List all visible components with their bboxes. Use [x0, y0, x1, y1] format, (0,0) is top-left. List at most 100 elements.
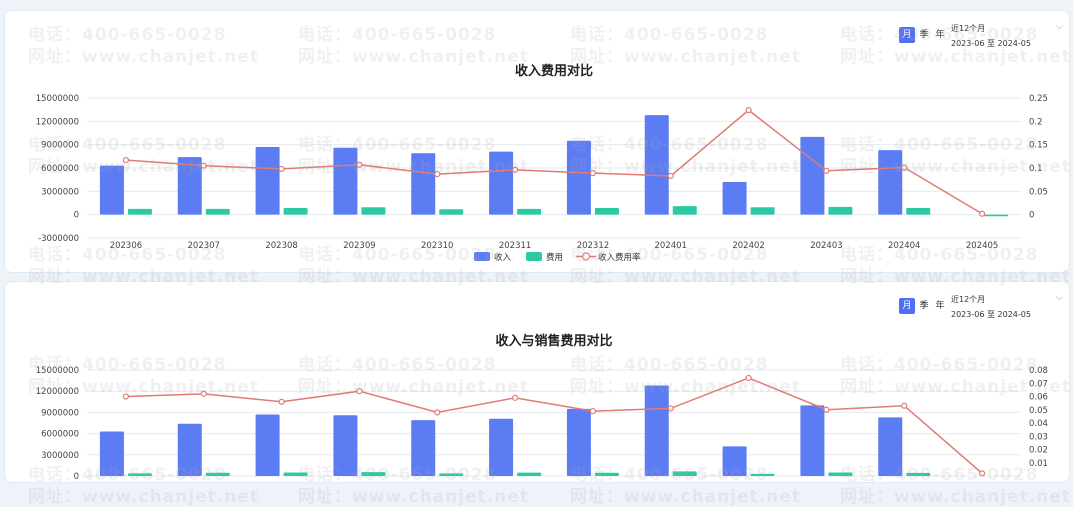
chevron-down-icon[interactable]: ⌵	[1056, 293, 1063, 303]
bar-income	[177, 157, 202, 215]
bar-expense	[828, 206, 853, 215]
bar-income	[255, 147, 280, 215]
right-axis-tick-label: 0.05	[1029, 406, 1048, 416]
right-axis-tick-label: 0.01	[1029, 459, 1048, 469]
line-point	[122, 156, 130, 164]
line-ratio	[125, 109, 983, 215]
right-axis-tick-label: 0.02	[1029, 446, 1048, 456]
x-axis-tick-label: 202401	[655, 241, 687, 251]
bar-expense	[205, 472, 230, 476]
bar-income	[489, 151, 514, 215]
bar-income	[644, 115, 669, 215]
period-month-button[interactable]: 月	[899, 27, 915, 43]
line-point	[200, 162, 207, 169]
x-axis-tick-label: 202309	[343, 241, 375, 251]
bar-expense	[439, 209, 464, 215]
period-month-button[interactable]: 月	[899, 298, 915, 314]
watermark-site: 网址：www.chanjet.net	[28, 487, 259, 507]
line-point	[589, 407, 597, 415]
line-point	[278, 398, 285, 405]
date-range-text: 2023-06 至 2024-05	[951, 310, 1031, 319]
x-axis-tick-label: 202404	[888, 241, 920, 251]
x-axis-tick-label: 202307	[188, 241, 220, 251]
right-axis-tick-label: 0.04	[1029, 419, 1048, 429]
bar-income	[99, 165, 124, 215]
left-axis-tick-label: 3000000	[41, 451, 79, 461]
left-axis-tick-label: -3000000	[38, 234, 79, 244]
period-quarter-button[interactable]: 季	[919, 301, 929, 311]
right-axis-tick-label: 0.03	[1029, 432, 1048, 442]
chart-legend: 收入 费用 收入费用率	[474, 252, 641, 263]
x-axis-tick-label: 202405	[966, 241, 998, 251]
left-axis-tick-label: 9000000	[41, 408, 79, 418]
bar-income	[878, 150, 903, 215]
legend-label: 费用	[546, 252, 563, 263]
bar-income	[878, 417, 903, 476]
bar-expense	[750, 207, 775, 215]
line-point	[823, 167, 830, 174]
left-axis-tick-label: 15000000	[36, 366, 79, 376]
left-axis-tick-label: 15000000	[36, 94, 79, 104]
line-point	[356, 388, 363, 395]
x-axis-tick-label: 202308	[265, 241, 297, 251]
bar-expense	[283, 472, 308, 476]
bar-income	[255, 414, 280, 476]
watermark-site: 网址：www.chanjet.net	[840, 487, 1071, 507]
bar-expense	[906, 472, 931, 476]
line-point	[667, 172, 674, 180]
x-axis-tick-label: 202306	[110, 241, 142, 251]
bar-income	[644, 385, 669, 476]
right-axis-tick-label: 0.08	[1029, 366, 1048, 376]
income-expense-chart: 收入费用对比 -3000000 0 3000000 6000000 9000000 1200…	[36, 63, 1048, 263]
line-point	[122, 393, 130, 400]
bar-expense	[828, 472, 853, 476]
bar-expense	[361, 207, 386, 215]
line-point	[745, 374, 752, 382]
right-axis-tick-label: 0.06	[1029, 393, 1048, 403]
period-year-button[interactable]: 年	[935, 30, 945, 40]
bar-income	[489, 418, 514, 476]
x-axis-tick-label: 202312	[577, 241, 609, 251]
right-axis-tick-label: 0.15	[1029, 141, 1048, 151]
bar-expense	[594, 472, 619, 476]
chart-title: 收入与销售费用对比	[495, 333, 612, 349]
bar-expense	[984, 214, 1009, 217]
line-point	[434, 409, 441, 416]
legend-swatch	[526, 252, 542, 261]
left-axis-tick-label: 3000000	[41, 187, 79, 197]
watermark-site: 网址：www.chanjet.net	[298, 487, 529, 507]
bar-expense	[127, 208, 152, 215]
bar-expense	[517, 472, 542, 476]
line-point	[356, 161, 363, 168]
left-axis-tick-label: 0	[74, 472, 79, 482]
chart-title: 收入费用对比	[515, 63, 593, 79]
right-axis-tick-label: 0.2	[1029, 117, 1043, 127]
right-axis-tick-label: 0.07	[1029, 379, 1048, 389]
x-axis-tick-label: 202310	[421, 241, 453, 251]
line-point	[434, 170, 441, 178]
line-point	[823, 406, 830, 413]
bar-income	[177, 423, 202, 476]
period-controls: 月 季 年 近12个月 ⌵ 2023-06 至 2024-05	[899, 19, 1063, 59]
x-axis-tick-label: 202402	[732, 241, 764, 251]
x-axis-tick-label: 202311	[499, 241, 531, 251]
bar-expense	[750, 473, 775, 476]
line-point	[511, 166, 519, 173]
line-point	[978, 210, 986, 217]
left-axis-tick-label: 0	[74, 211, 79, 221]
bar-expense	[594, 208, 619, 215]
date-range-select[interactable]: 近12个月	[951, 295, 986, 304]
income-sales-expense-card: 月 季 年 近12个月 ⌵ 2023-06 至 2024-05 收入与销售费用对…	[4, 281, 1070, 483]
bar-income	[411, 153, 436, 215]
bar-income	[566, 408, 591, 476]
line-point	[511, 394, 519, 401]
left-axis-tick-label: 6000000	[41, 164, 79, 174]
chevron-down-icon[interactable]: ⌵	[1056, 22, 1063, 32]
income-sales-expense-chart: 收入与销售费用对比 0 3000000 6000000 9000000 12000000 1…	[36, 333, 1048, 482]
bar-income	[411, 420, 436, 476]
period-quarter-button[interactable]: 季	[919, 30, 929, 40]
period-year-button[interactable]: 年	[935, 301, 945, 311]
date-range-select[interactable]: 近12个月	[951, 24, 986, 33]
line-point	[901, 164, 908, 171]
bar-income	[333, 147, 358, 215]
